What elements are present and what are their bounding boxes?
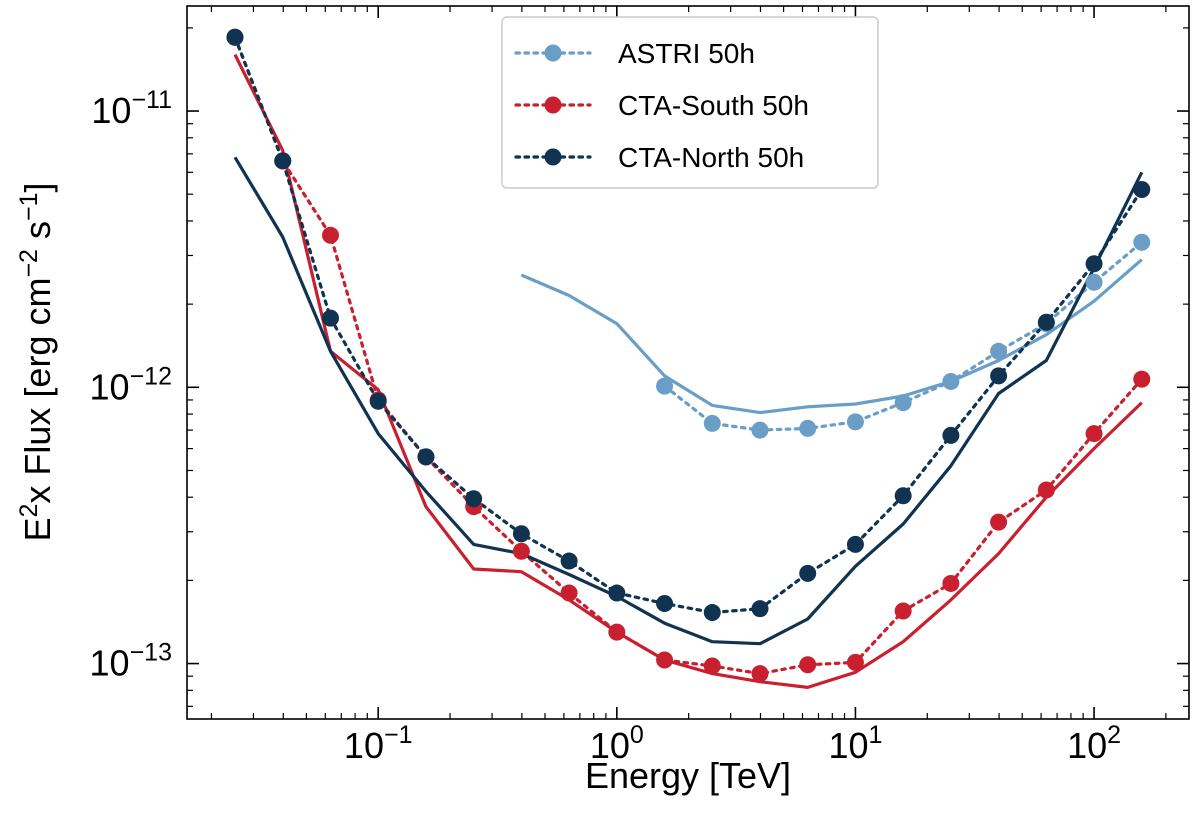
x-tick-label: 100 <box>590 721 644 766</box>
cta-south-50h-point <box>1133 370 1151 388</box>
astri-50h-point <box>990 342 1008 360</box>
cta-north-50h-point <box>274 152 292 170</box>
cta-south-50h-point <box>608 623 626 641</box>
plot-frame <box>186 5 1190 720</box>
cta-north-50h-point <box>990 367 1008 385</box>
y-tick-label: 10−13 <box>90 639 172 684</box>
cta-south-50h-point <box>560 584 578 602</box>
x-axis-label: Energy [TeV] <box>585 755 791 796</box>
series-layer <box>226 28 1151 690</box>
cta-north-50h-dotted-line <box>233 35 1144 615</box>
legend-label-astri-50h: ASTRI 50h <box>618 38 755 69</box>
cta-north-50h-point <box>369 392 387 410</box>
cta-north-50h-solid-curve <box>233 156 1144 646</box>
cta-north-50h-point <box>1037 313 1055 331</box>
cta-south-50h-point <box>846 653 864 671</box>
x-tick-label: 101 <box>828 721 882 766</box>
legend-label-cta-south-50h: CTA-South 50h <box>618 90 809 121</box>
minor-ticks <box>187 6 1189 719</box>
cta-south-50h-point <box>751 665 769 683</box>
cta-north-50h-point <box>656 594 674 612</box>
astri-50h-point <box>656 377 674 395</box>
cta-south-50h-point <box>1037 481 1055 499</box>
cta-south-50h-point <box>1085 425 1103 443</box>
y-axis-label: E2x Flux [erg cm−2 s−1] <box>15 182 58 541</box>
major-ticks <box>187 6 1189 719</box>
cta-north-50h-point <box>608 584 626 602</box>
cta-south-50h-point <box>703 657 721 675</box>
legend-frame <box>501 16 879 189</box>
astri-50h-point <box>1133 233 1151 251</box>
y-tick-label: 10−12 <box>90 362 172 407</box>
cta-north-50h-point <box>417 448 435 466</box>
cta-north-50h-point <box>321 309 339 327</box>
cta-north-50h-point <box>465 490 483 508</box>
cta-south-50h-point <box>512 542 530 560</box>
legend-marker-cta-north-50h <box>544 148 562 166</box>
cta-north-50h-point <box>512 525 530 543</box>
cta-north-50h-point <box>1085 255 1103 273</box>
astri-50h-point <box>1085 273 1103 291</box>
legend-label-cta-north-50h: CTA-North 50h <box>618 142 804 173</box>
cta-south-50h-point <box>321 226 339 244</box>
cta-south-50h-point <box>656 651 674 669</box>
x-tick-label: 102 <box>1067 721 1121 766</box>
cta-north-50h-point <box>894 487 912 505</box>
cta-south-50h-point <box>942 574 960 592</box>
y-tick-label: 10−11 <box>91 86 172 131</box>
cta-south-50h-point <box>990 513 1008 531</box>
astri-50h-solid-curve <box>520 258 1143 415</box>
x-tick-labels: 10−1 100 101 102 <box>344 721 1121 766</box>
astri-50h-point <box>894 394 912 412</box>
cta-north-50h-point <box>560 552 578 570</box>
cta-north-50h-point <box>942 426 960 444</box>
legend-marker-astri-50h <box>544 44 562 62</box>
astri-50h-point <box>942 372 960 390</box>
legend: ASTRI 50h CTA-South 50h CTA-North 50h <box>501 16 879 189</box>
cta-north-50h-point <box>751 600 769 618</box>
cta-north-50h-point <box>226 28 244 46</box>
cta-north-50h-point <box>846 535 864 553</box>
cta-south-50h-point <box>894 602 912 620</box>
cta-north-50h-point <box>703 604 721 622</box>
legend-marker-cta-south-50h <box>544 96 562 114</box>
astri-50h-point <box>846 413 864 431</box>
cta-north-50h-point <box>1133 180 1151 198</box>
astri-50h-point <box>799 419 817 437</box>
astri-50h-point <box>703 414 721 432</box>
astri-50h-point <box>751 421 769 439</box>
x-tick-label: 10−1 <box>344 721 413 766</box>
y-tick-labels: 10−13 10−12 10−11 <box>90 86 172 684</box>
cta-south-50h-point <box>799 656 817 674</box>
cta-north-50h-point <box>799 564 817 582</box>
